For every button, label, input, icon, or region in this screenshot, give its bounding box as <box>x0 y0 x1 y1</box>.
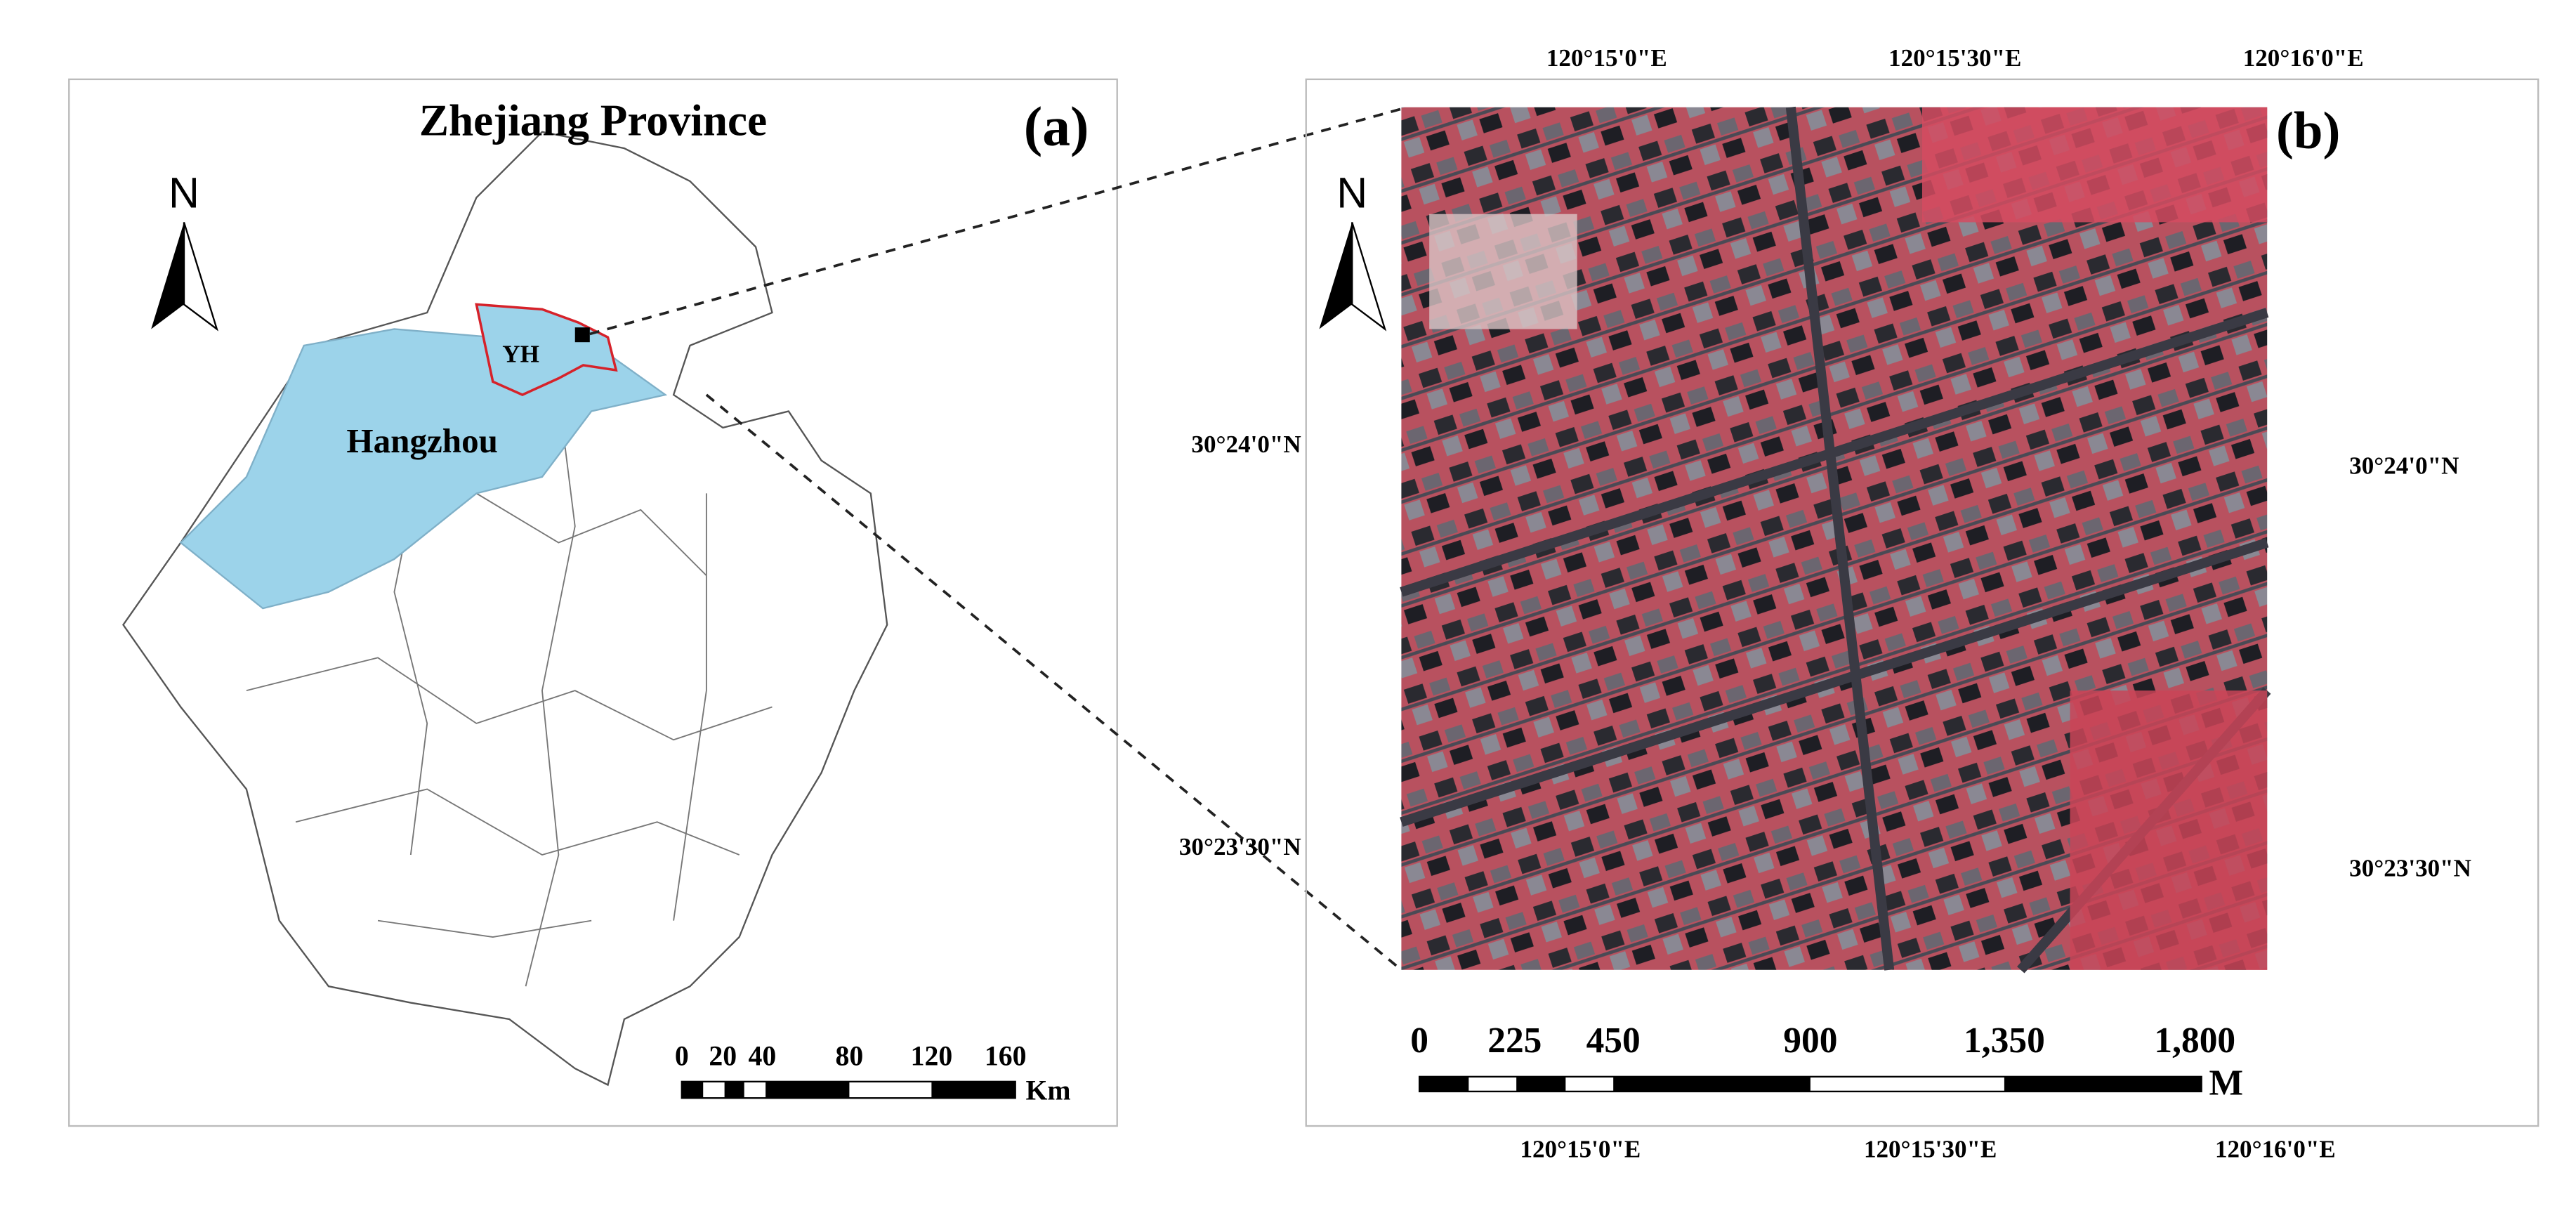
scale-tick: 40 <box>749 1040 777 1071</box>
scale-tick: 20 <box>709 1040 737 1071</box>
longitude-label: 120°16'0"E <box>2215 1135 2336 1162</box>
latitude-label: 30°24'0"N <box>1191 431 1301 458</box>
longitude-label: 120°15'0"E <box>1546 44 1667 72</box>
scale-unit: Km <box>1025 1075 1070 1106</box>
scale-tick: 1,350 <box>1964 1021 2045 1061</box>
hangzhou-area <box>179 328 668 610</box>
district-boundaries <box>246 394 773 987</box>
latitude-label: 30°23'30"N <box>2349 854 2471 882</box>
region-label: YH <box>502 340 539 367</box>
yuhang-area <box>475 303 618 396</box>
longitude-label: 120°15'30"E <box>1888 44 2021 72</box>
land-patch <box>1921 107 2268 223</box>
north-arrow <box>1351 222 1387 332</box>
scale-segment <box>1419 1076 1469 1092</box>
scale-tick: 450 <box>1586 1021 1641 1061</box>
panel-label: (b) <box>2276 102 2340 160</box>
longitude-label: 120°16'0"E <box>2243 44 2364 72</box>
north-label: N <box>169 169 199 216</box>
map-title: Zhejiang Province <box>419 96 767 145</box>
scale-segment <box>765 1081 850 1099</box>
longitude-label: 120°15'30"E <box>1864 1135 1997 1162</box>
scale-bar: 0 20 40 80 120 160 Km <box>675 1040 1071 1106</box>
scale-tick: 900 <box>1783 1021 1837 1061</box>
zoom-line <box>705 393 1402 971</box>
scale-segment <box>931 1081 1016 1099</box>
land-patch <box>2070 690 2268 970</box>
land-patch <box>1429 214 1577 329</box>
scale-tick: 0 <box>1410 1021 1428 1061</box>
scale-tick: 225 <box>1487 1021 1542 1061</box>
scale-tick: 0 <box>675 1040 689 1071</box>
scale-segment <box>1516 1076 1566 1092</box>
panel-a: Zhejiang Province (a) N YH Hangzhou 0 20… <box>68 78 1402 1127</box>
latitude-label: 30°24'0"N <box>2349 452 2459 479</box>
zoom-line <box>589 107 1402 336</box>
scale-unit: M <box>2209 1063 2243 1103</box>
panel-label: (a) <box>1024 96 1089 157</box>
longitude-label: 120°15'0"E <box>1520 1135 1641 1162</box>
latitude-label: 30°23'30"N <box>1179 833 1301 860</box>
city-label: Hangzhou <box>346 421 498 460</box>
panel-frame <box>1305 78 2539 1127</box>
scale-segment <box>681 1081 704 1099</box>
scale-bar: 0 225 450 900 1,350 1,800 M <box>1410 1021 2243 1103</box>
panel-frame <box>68 78 1118 1127</box>
north-arrow <box>151 222 184 329</box>
scale-tick: 160 <box>985 1040 1027 1071</box>
road <box>1400 106 2271 974</box>
scale-segment <box>2004 1076 2202 1092</box>
scale-segment <box>1613 1076 1811 1092</box>
north-arrow <box>183 222 218 332</box>
study-area-marker <box>574 327 590 343</box>
scale-tick: 80 <box>836 1040 864 1071</box>
north-label: N <box>1336 169 1367 216</box>
scale-tick: 1,800 <box>2154 1021 2235 1061</box>
panel-b: (b) N 120°15'0"E 120°15'30"E 120°16'0"E … <box>1179 44 2539 1162</box>
province-outline <box>122 131 888 1087</box>
north-arrow <box>1319 222 1353 329</box>
scale-tick: 120 <box>911 1040 953 1071</box>
scale-segment <box>724 1081 744 1099</box>
